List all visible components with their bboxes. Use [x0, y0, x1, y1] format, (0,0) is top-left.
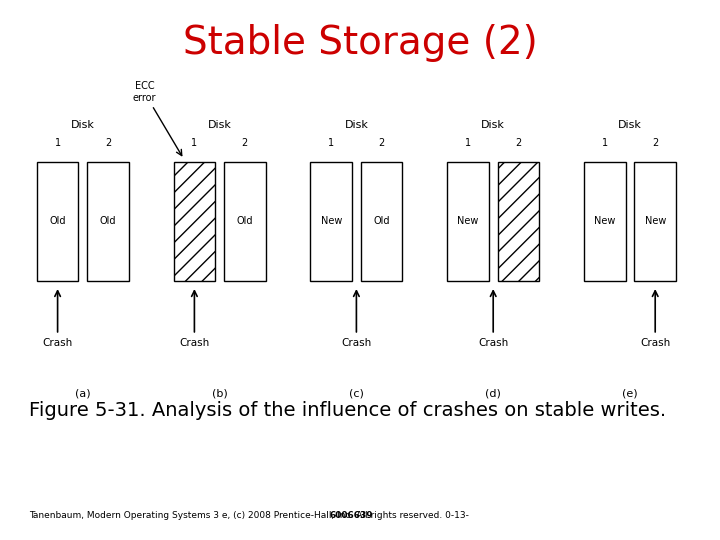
Text: 1: 1: [602, 138, 608, 149]
Bar: [37, 162, 78, 281]
Text: Crash: Crash: [42, 338, 73, 348]
Text: 6006639: 6006639: [330, 511, 373, 520]
Text: Crash: Crash: [640, 338, 670, 348]
Text: Disk: Disk: [71, 119, 95, 130]
Text: Tanenbaum, Modern Operating Systems 3 e, (c) 2008 Prentice-Hall, Inc. All rights: Tanenbaum, Modern Operating Systems 3 e,…: [29, 511, 469, 520]
Text: (e): (e): [622, 389, 638, 399]
Text: Crash: Crash: [478, 338, 508, 348]
Bar: [584, 162, 626, 281]
Text: (c): (c): [349, 389, 364, 399]
Bar: [447, 162, 489, 281]
Bar: [310, 162, 352, 281]
Text: Disk: Disk: [344, 119, 369, 130]
Text: Disk: Disk: [618, 119, 642, 130]
Text: Figure 5-31. Analysis of the influence of crashes on stable writes.: Figure 5-31. Analysis of the influence o…: [29, 401, 666, 420]
Text: (b): (b): [212, 389, 228, 399]
Text: ECC
error: ECC error: [133, 81, 156, 103]
Text: 2: 2: [379, 138, 384, 149]
Text: 1: 1: [55, 138, 60, 149]
Text: Disk: Disk: [207, 119, 232, 130]
Text: 2: 2: [105, 138, 111, 149]
Text: (a): (a): [75, 389, 91, 399]
Bar: [87, 162, 129, 281]
Text: 2: 2: [516, 138, 521, 149]
Text: New: New: [594, 217, 616, 226]
Text: (d): (d): [485, 389, 501, 399]
Text: 1: 1: [465, 138, 471, 149]
Text: New: New: [644, 217, 666, 226]
Text: Crash: Crash: [341, 338, 372, 348]
Text: New: New: [457, 217, 479, 226]
Text: 1: 1: [328, 138, 334, 149]
Text: Disk: Disk: [481, 119, 505, 130]
Bar: [634, 162, 676, 281]
Text: Stable Storage (2): Stable Storage (2): [183, 24, 537, 62]
Bar: [361, 162, 402, 281]
Text: Old: Old: [374, 217, 390, 226]
Text: New: New: [320, 217, 342, 226]
Bar: [174, 162, 215, 281]
Bar: [498, 162, 539, 281]
Text: 2: 2: [652, 138, 658, 149]
Text: 2: 2: [242, 138, 248, 149]
Text: Crash: Crash: [179, 338, 210, 348]
Text: Old: Old: [100, 217, 116, 226]
Bar: [224, 162, 266, 281]
Text: Old: Old: [237, 217, 253, 226]
Text: Old: Old: [50, 217, 66, 226]
Text: 1: 1: [192, 138, 197, 149]
